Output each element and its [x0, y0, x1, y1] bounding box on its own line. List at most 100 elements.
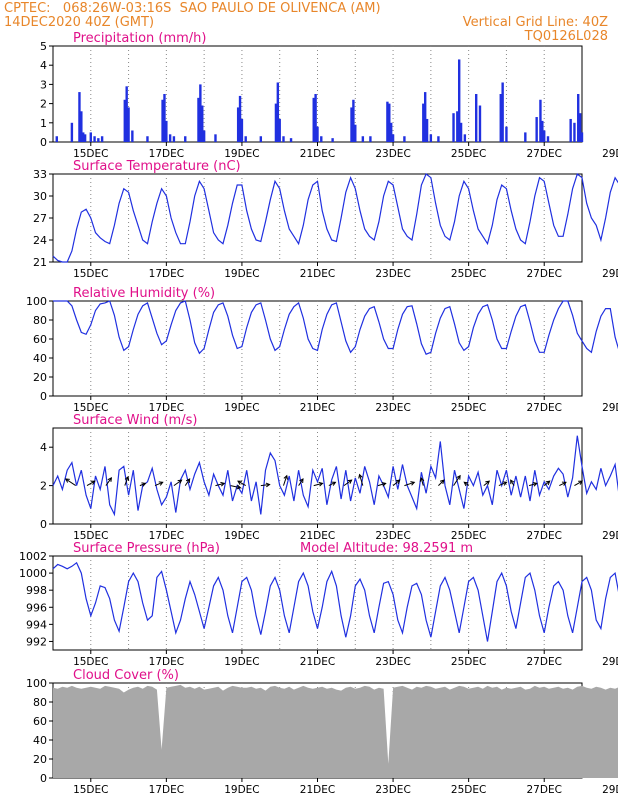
panel-5-xtick-label: 27DEC — [527, 656, 562, 668]
panel-6-xtick-label: 17DEC — [149, 784, 184, 796]
panel-4-wind-arrow-head — [177, 479, 183, 484]
panel-4-wind-arrow-head — [283, 474, 288, 480]
panel-4-wind-arrow-head — [331, 481, 337, 486]
panel-5-ytick-label: 994 — [26, 618, 47, 631]
panel-4-wind-arrow-head — [561, 481, 567, 486]
panel-1-bar — [161, 99, 164, 142]
panel-1-bar — [429, 134, 433, 142]
panel-1-bar — [580, 132, 584, 142]
panel-4-wind-arrow-head — [347, 479, 353, 484]
panel-4-wind-arrow-head — [456, 474, 461, 480]
panel-1-bar — [459, 122, 463, 142]
panel-1-xtick-label: 17DEC — [149, 148, 184, 160]
panel-1-bar — [163, 94, 166, 142]
panel-1-bar — [78, 92, 81, 142]
panel-1-bar — [389, 122, 393, 142]
panel-1-bar — [403, 136, 406, 142]
panel-6-xtick-label: 23DEC — [375, 784, 410, 796]
panel-5-xtick-label: 21DEC — [300, 656, 335, 668]
panel-5-ytick-label: 992 — [26, 635, 47, 648]
panel-1-bar — [236, 107, 240, 142]
panel-4-ytick-label: 4 — [40, 441, 47, 454]
panel-1-bar — [123, 99, 126, 142]
panel-1-bar — [535, 117, 538, 142]
panel-6-ytick-label: 0 — [40, 772, 47, 785]
panel-2-xtick-label: 15DEC — [73, 268, 108, 280]
panel-1-bar — [388, 103, 391, 142]
panel-6-ytick-label: 80 — [33, 696, 47, 709]
panel-1-xtick-label: 23DEC — [375, 148, 410, 160]
panel-1-bar — [437, 136, 440, 142]
panel-1-bar — [361, 136, 365, 142]
panel-6-xtick-label: 19DEC — [224, 784, 259, 796]
panel-4-xtick-label: 23DEC — [375, 530, 410, 542]
panel-2-ytick-label: 33 — [33, 168, 47, 181]
panel-1-bar — [146, 136, 149, 142]
panel-4-wind-arrow-head — [299, 478, 304, 484]
panel-1-bar — [97, 138, 100, 142]
panel-3-xtick-label: 21DEC — [300, 402, 335, 414]
panel-3-xtick-label: 17DEC — [149, 402, 184, 414]
panel-1-bar — [331, 138, 334, 142]
panel-6-xtick-label: 21DEC — [300, 784, 335, 796]
panel-1-bar — [423, 92, 427, 142]
panel-5-ytick-label: 998 — [26, 584, 47, 597]
panel-4-wind-arrow — [543, 480, 551, 486]
panel-4-xtick-label: 27DEC — [527, 530, 562, 542]
panel-4-wind-arrow-head — [236, 484, 242, 490]
panel-4-wind-arrow-head — [124, 475, 130, 481]
panel-1-bar — [244, 136, 247, 142]
panel-4-wind-arrow — [105, 477, 112, 486]
panel-4-wind-arrow — [498, 481, 507, 487]
panel-1-bar — [573, 122, 576, 142]
panel-6-xtick-label: 29DEC — [602, 784, 618, 796]
panel-1-bar — [168, 134, 172, 142]
panel-4-wind-arrow-head — [158, 481, 164, 486]
panel-5-xtick-label: 29DEC — [602, 656, 618, 668]
panel-4-wind-arrow-head — [318, 481, 324, 487]
panel-4-wind-arrow — [230, 485, 241, 489]
panel-1-bar — [201, 105, 204, 142]
panel-3-ytick-label: 80 — [33, 314, 47, 327]
panel-4-wind-arrow — [184, 478, 191, 486]
panel-1-bar — [184, 136, 187, 142]
panel-5-xtick-label: 19DEC — [224, 656, 259, 668]
panel-2-xtick-label: 25DEC — [451, 268, 486, 280]
panel-1-bar — [276, 82, 280, 142]
panel-5-annotation: Model Altitude: 98.2591 m — [300, 541, 473, 556]
panel-3-xtick-label: 15DEC — [73, 402, 108, 414]
panel-3-ytick-label: 20 — [33, 371, 47, 384]
panel-4-wind-arrow-head — [419, 476, 425, 482]
panel-3-xtick-label: 29DEC — [602, 402, 618, 414]
panel-6-ytick-label: 60 — [33, 715, 47, 728]
panel-1-bar — [456, 111, 459, 142]
panel-1-bar — [422, 103, 425, 142]
panel-4-xtick-label: 19DEC — [224, 530, 259, 542]
panel-4-xtick-label: 21DEC — [300, 530, 335, 542]
panel-4-wind-arrow — [173, 479, 182, 487]
panel-1-bar — [478, 105, 482, 142]
panel-1-bar — [391, 134, 395, 142]
panel-4-wind-arrow-head — [463, 481, 469, 487]
panel-4-wind-arrow — [298, 478, 304, 486]
panel-1-xtick-label: 21DEC — [300, 148, 335, 160]
panel-1-ytick-label: 0 — [40, 136, 47, 149]
panel-1-bar — [214, 134, 217, 142]
panel-4-series-line — [52, 435, 618, 517]
panel-6-title: Cloud Cover (%) — [73, 668, 179, 683]
panel-4-xtick-label: 29DEC — [602, 530, 618, 542]
panel-5-xtick-label: 23DEC — [375, 656, 410, 668]
panel-4-ytick-label: 2 — [40, 480, 47, 493]
panel-4-wind-arrow — [124, 476, 129, 486]
panel-1-bar — [425, 118, 429, 142]
panel-5-xtick-label: 17DEC — [149, 656, 184, 668]
panel-2-xtick-label: 19DEC — [224, 268, 259, 280]
panel-3-xtick-label: 25DEC — [451, 402, 486, 414]
panel-5-xtick-label: 25DEC — [451, 656, 486, 668]
panel-3-series-line — [53, 300, 618, 355]
panel-4-wind-arrow — [574, 480, 583, 487]
panel-4-wind-arrow — [453, 475, 461, 486]
panel-4-wind-arrow — [86, 480, 95, 487]
panel-1-bar — [569, 118, 572, 142]
